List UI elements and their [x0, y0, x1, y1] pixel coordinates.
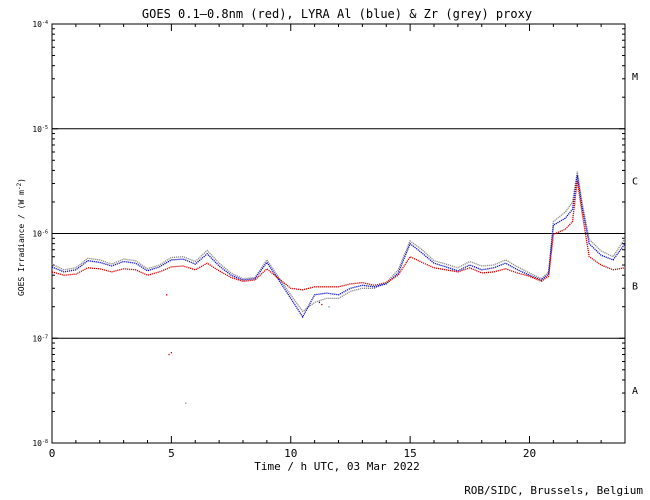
- outlier-point: [318, 301, 321, 304]
- outlier-point: [185, 402, 187, 404]
- y-tick-label-base: 10: [32, 230, 42, 239]
- x-tick-label: 5: [168, 447, 175, 460]
- flare-class-label: A: [632, 386, 638, 397]
- flare-class-labels: A B C M: [632, 72, 638, 397]
- series-line: [51, 180, 626, 291]
- y-axis-label: GOES Irradiance / (W m-2): [16, 178, 27, 296]
- y-tick-label: 10-4: [32, 20, 48, 29]
- outlier-point: [321, 303, 323, 306]
- flare-class-lines: [52, 128, 625, 339]
- y-tick-label: 10-8: [32, 439, 48, 448]
- chart-title: GOES 0.1—0.8nm (red), LYRA Al (blue) & Z…: [142, 7, 532, 21]
- y-tick-label-exponent: -6: [42, 230, 48, 236]
- outlier-point: [166, 294, 168, 296]
- y-axis-label-prefix: GOES Irradiance / (W m: [17, 190, 26, 296]
- y-tick-label-exponent: -7: [42, 334, 48, 340]
- y-tick-label-base: 10: [32, 439, 42, 448]
- x-tick-label: 20: [523, 447, 536, 460]
- y-axis-label-suffix: ): [17, 178, 26, 183]
- outlier-point: [168, 353, 170, 356]
- x-tick-label: 0: [49, 447, 56, 460]
- y-tick-label-base: 10: [32, 20, 42, 29]
- flare-class-label: M: [632, 72, 638, 83]
- y-tick-label: 10-6: [32, 230, 48, 239]
- series-line: [51, 171, 626, 313]
- y-tick-label: 10-7: [32, 334, 48, 343]
- series-line: [51, 175, 626, 319]
- x-axis-ticks: 0 5 10 15 20: [49, 24, 626, 460]
- y-axis-ticks: 10-810-710-610-510-4: [32, 20, 625, 448]
- flare-class-label: B: [632, 281, 638, 292]
- flare-class-label: C: [632, 177, 638, 188]
- y-tick-label: 10-5: [32, 125, 48, 134]
- x-tick-label: 15: [404, 447, 417, 460]
- x-axis-label: Time / h UTC, 03 Mar 2022: [254, 460, 420, 473]
- y-tick-label-exponent: -8: [42, 439, 48, 445]
- y-axis-label-exponent: -2: [16, 182, 23, 190]
- y-tick-label-base: 10: [32, 125, 42, 134]
- x-tick-label: 10: [284, 447, 297, 460]
- y-tick-label-exponent: -5: [42, 125, 48, 131]
- y-tick-label-exponent: -4: [42, 20, 48, 26]
- outlier-point: [170, 351, 173, 354]
- credit-text: ROB/SIDC, Brussels, Belgium: [464, 484, 643, 497]
- series-layer: [51, 171, 626, 404]
- y-tick-label-base: 10: [32, 334, 42, 343]
- outlier-point: [328, 306, 330, 308]
